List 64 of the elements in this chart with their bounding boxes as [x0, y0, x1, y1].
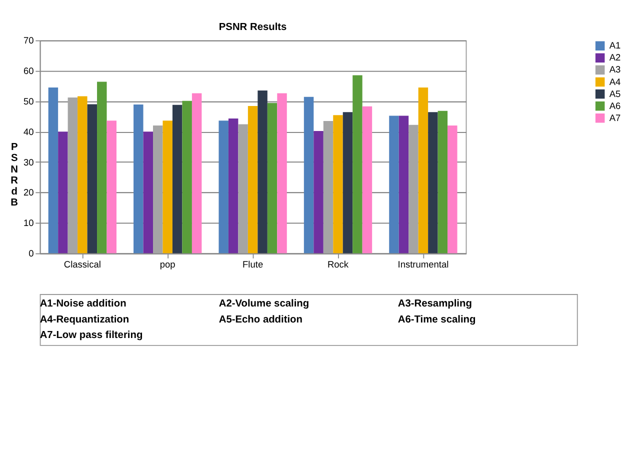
bar [248, 106, 258, 254]
y-tick-label: 30 [24, 157, 34, 168]
legend-label: A1 [609, 40, 621, 51]
y-tick-label: 0 [28, 248, 34, 259]
bar [58, 132, 68, 254]
bar [438, 110, 448, 254]
bar [162, 120, 172, 254]
text: A1-Noise addition [40, 298, 126, 310]
x-tick-label: Instrumental [398, 260, 449, 270]
bar [362, 106, 372, 254]
x-tick-label: pop [160, 260, 176, 270]
x-tick-label: Flute [242, 260, 264, 270]
text: A7-Low pass filtering [40, 330, 143, 342]
y-tick-label: 10 [24, 218, 34, 228]
bar [323, 120, 334, 254]
bar [428, 112, 438, 254]
bar [218, 120, 228, 254]
bar [238, 124, 248, 254]
bar [258, 90, 268, 254]
bar [78, 96, 88, 254]
bar [87, 104, 98, 254]
bar [333, 115, 343, 254]
text: A6-Time scaling [398, 314, 476, 326]
bar [106, 120, 116, 254]
legend-label: A5 [609, 88, 621, 99]
legend-label: A3 [609, 64, 621, 75]
text: A5-Echo addition [218, 314, 302, 326]
y-tick-label: 50 [24, 96, 34, 106]
legend-label: A6 [609, 100, 621, 111]
bar [134, 104, 144, 254]
y-axis-title: PSNR dB [10, 142, 19, 209]
bar [228, 118, 238, 254]
x-tick-label: Classical [64, 260, 101, 270]
bar [153, 126, 163, 254]
bar [352, 75, 362, 254]
bar [172, 104, 182, 254]
bar [389, 116, 399, 254]
bar [314, 130, 324, 254]
legend-label: A7 [609, 112, 621, 123]
bar [97, 82, 107, 254]
chart-title: PSNR Results [218, 22, 288, 34]
bar [277, 93, 287, 254]
legend-label: A4 [609, 76, 621, 87]
bar [408, 124, 418, 254]
text: A4-Requantization [40, 314, 130, 326]
x-tick-label: Rock [327, 260, 349, 270]
bar [192, 93, 202, 254]
legend-label: A2 [609, 52, 621, 63]
bar [48, 87, 58, 254]
y-tick-label: 60 [24, 66, 34, 76]
bar [448, 126, 458, 254]
bar [182, 100, 192, 254]
y-tick-label: 40 [24, 126, 34, 137]
bar [398, 116, 409, 254]
bar [267, 102, 278, 254]
y-tick-label: 70 [24, 36, 34, 46]
bar [143, 132, 154, 254]
text: A3-Resampling [398, 298, 472, 310]
bar [68, 98, 78, 254]
bar [418, 87, 428, 254]
text: A2-Volume scaling [218, 298, 310, 310]
y-tick-label: 20 [24, 188, 34, 198]
bar [342, 112, 353, 254]
bar [304, 96, 314, 254]
